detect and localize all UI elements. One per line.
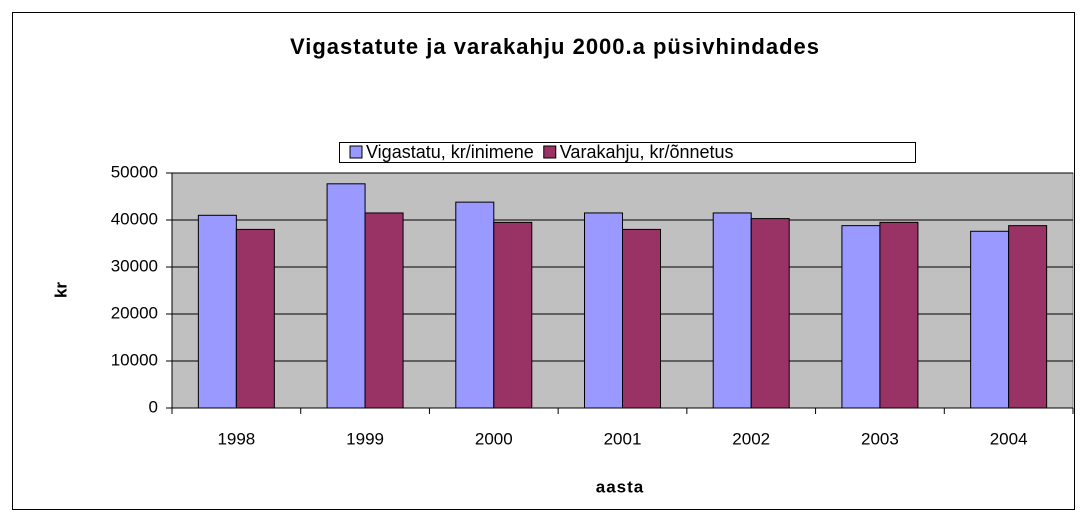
bar	[493, 221, 533, 409]
bar	[970, 230, 1010, 409]
legend-swatch	[349, 145, 363, 159]
x-tick-label: 1998	[217, 429, 255, 448]
x-tick-label: 2003	[861, 429, 899, 448]
legend-box	[339, 142, 916, 163]
bar	[750, 218, 790, 409]
x-tick-label: 2000	[475, 429, 513, 448]
y-tick-label: 50000	[111, 162, 158, 181]
bar	[1008, 225, 1048, 409]
x-tick-label: 2004	[990, 429, 1028, 448]
bar	[622, 228, 661, 409]
bar	[879, 221, 919, 409]
y-tick-label: 20000	[111, 303, 158, 322]
bar	[584, 212, 623, 409]
legend-label: Varakahju, kr/õnnetus	[560, 142, 734, 162]
y-axis-label: kr	[51, 282, 70, 298]
x-tick-label: 2002	[732, 429, 770, 448]
bar	[326, 183, 366, 409]
legend-swatch	[543, 145, 557, 159]
x-tick-label: 1999	[346, 429, 384, 448]
y-tick-label: 30000	[111, 256, 158, 275]
chart-title: Vigastatute ja varakahju 2000.a püsivhin…	[290, 34, 820, 59]
bar	[235, 228, 275, 409]
bar	[841, 225, 881, 409]
bar	[197, 214, 237, 409]
x-axis-label: aasta	[596, 477, 644, 496]
y-tick-label: 40000	[111, 209, 158, 228]
bar	[364, 212, 404, 409]
bar	[712, 212, 752, 409]
y-tick-label: 10000	[111, 350, 158, 369]
x-tick-label: 2001	[604, 429, 642, 448]
y-tick-label: 0	[149, 397, 158, 416]
bar	[455, 201, 495, 409]
legend-label: Vigastatu, kr/inimene	[366, 142, 534, 162]
